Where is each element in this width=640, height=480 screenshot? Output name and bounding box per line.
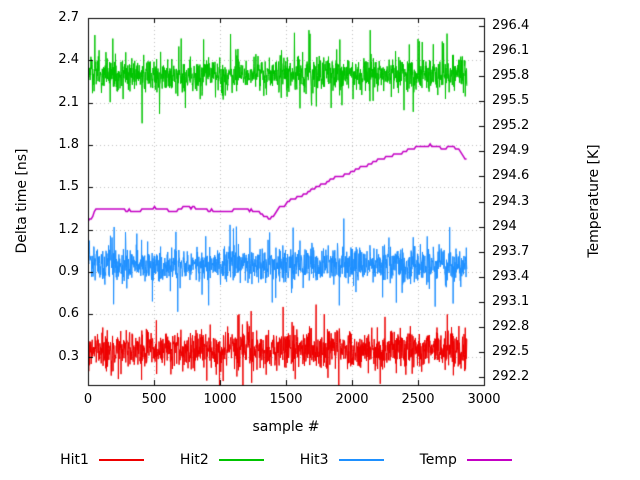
legend-line-hit3-icon — [338, 459, 384, 461]
y-left-tick-label: 2.1 — [58, 94, 79, 110]
y-right-tick-label: 295.5 — [492, 93, 530, 109]
y-left-tick-label: 0.3 — [58, 348, 79, 364]
legend-label-hit1: Hit1 — [60, 452, 89, 468]
y-left-tick-label: 1.5 — [58, 179, 79, 195]
legend-label-hit2: Hit2 — [179, 452, 209, 468]
x-tick-label: 2500 — [401, 392, 435, 407]
y-right-tick-label: 294 — [492, 218, 517, 234]
legend: Hit1 Hit2 Hit3 Temp — [0, 452, 572, 468]
x-tick-label: 1500 — [269, 392, 303, 407]
y-right-tick-label: 293.7 — [492, 243, 530, 259]
y-right-tick-label: 294.9 — [492, 143, 530, 159]
x-tick-label: 500 — [141, 392, 167, 407]
left-axis-title: Delta time [ns] — [14, 148, 30, 254]
y-right-tick-label: 292.8 — [492, 318, 530, 334]
legend-entry-hit3: Hit3 — [300, 452, 384, 468]
y-right-tick-label: 292.5 — [492, 343, 530, 359]
legend-label-temp: Temp — [419, 452, 457, 468]
y-left-tick-label: 1.2 — [58, 221, 79, 237]
y-right-tick-label: 294.3 — [492, 193, 530, 209]
legend-line-temp-icon — [466, 459, 512, 461]
y-right-tick-label: 295.8 — [492, 68, 530, 84]
legend-line-hit2-icon — [218, 459, 264, 461]
x-tick-label: 1000 — [203, 392, 237, 407]
y-right-tick-label: 295.2 — [492, 118, 530, 134]
y-right-tick-label: 296.1 — [492, 43, 530, 59]
x-axis-title: sample # — [252, 419, 320, 435]
y-left-tick-label: 2.4 — [58, 52, 79, 68]
legend-line-hit1-icon — [98, 459, 144, 461]
y-left-tick-label: 0.6 — [58, 306, 79, 322]
y-right-tick-label: 292.2 — [492, 368, 530, 384]
y-left-tick-label: 1.8 — [58, 137, 79, 153]
y-left-tick-label: 2.7 — [58, 10, 79, 25]
y-right-tick-label: 296.4 — [492, 18, 530, 34]
x-tick-label: 2000 — [335, 392, 369, 407]
legend-label-hit3: Hit3 — [299, 452, 329, 468]
y-right-tick-label: 293.1 — [492, 293, 530, 309]
x-tick-label: 3000 — [467, 392, 501, 407]
y-right-tick-label: 293.4 — [492, 268, 530, 284]
legend-entry-hit1: Hit1 — [60, 452, 144, 468]
x-tick-label: 0 — [83, 392, 93, 407]
legend-entry-hit2: Hit2 — [180, 452, 264, 468]
y-left-tick-label: 0.9 — [58, 264, 79, 280]
legend-entry-temp: Temp — [420, 452, 512, 468]
y-right-tick-label: 294.6 — [492, 168, 530, 184]
right-axis-title: Temperature [K] — [586, 144, 602, 258]
